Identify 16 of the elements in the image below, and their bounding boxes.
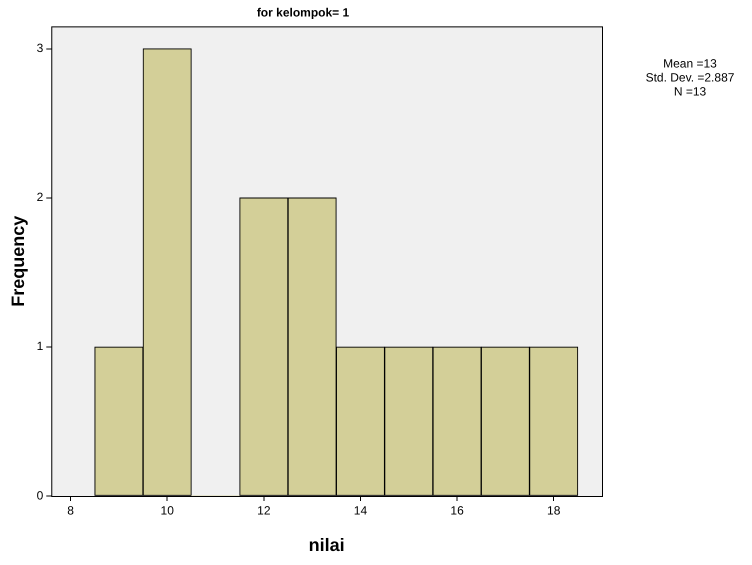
- y-axis-title: Frequency: [8, 216, 28, 307]
- chart-title: for kelompok= 1: [256, 6, 350, 20]
- x-tick-label: 18: [547, 504, 561, 518]
- text: N =13: [674, 84, 706, 98]
- x-axis-title: nilai: [308, 535, 345, 556]
- x-tick-label: 16: [450, 504, 464, 518]
- y-tick-label: 1: [36, 339, 44, 354]
- y-tick-label: 0: [36, 488, 44, 502]
- x-tick-label: 10: [160, 504, 174, 518]
- x-tick-label: 12: [257, 504, 271, 518]
- x-tick-label: 14: [354, 504, 368, 518]
- x-tick-label: 8: [67, 504, 74, 518]
- text: Std. Dev. =2.887: [646, 70, 735, 84]
- y-tick-label: 3: [36, 41, 44, 56]
- text: Mean =13: [663, 56, 718, 70]
- y-tick-label: 2: [36, 190, 44, 204]
